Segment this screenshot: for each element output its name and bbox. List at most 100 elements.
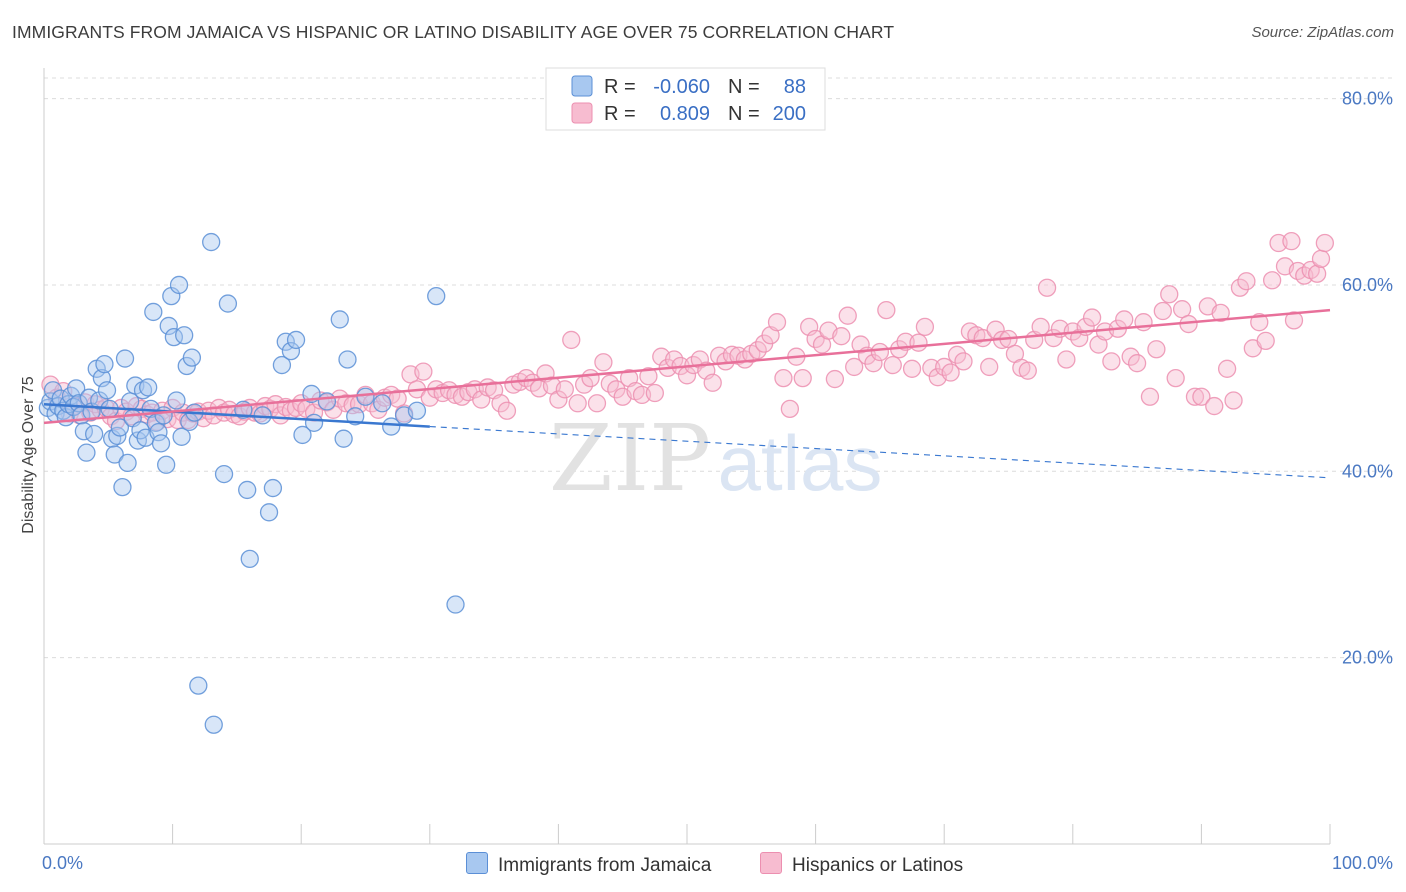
hispanic-point-151	[954, 352, 973, 371]
hispanic-point-181	[1147, 340, 1166, 359]
hispanic-point-150	[947, 345, 967, 364]
hispanic-point-131	[825, 369, 845, 389]
jamaica-point-31	[118, 453, 137, 473]
jamaica-point-73	[293, 425, 312, 445]
hispanic-point-126	[793, 368, 812, 388]
jamaica-point-14	[74, 422, 94, 441]
gridlines	[44, 77, 1393, 659]
hispanic-trend-line	[43, 308, 1331, 425]
jamaica-point-61	[214, 464, 234, 484]
jamaica-point-62	[218, 294, 238, 313]
jamaica-point-71	[281, 341, 301, 361]
hispanic-point-174	[1102, 352, 1121, 371]
legend-swatch-hispanic	[571, 102, 593, 124]
jamaica-point-64	[238, 480, 257, 500]
hispanic-point-146	[922, 358, 941, 378]
hispanic-point-195	[1237, 272, 1256, 291]
hispanic-point-135	[851, 335, 870, 354]
jamaica-point-56	[182, 348, 202, 367]
jamaica-point-76	[317, 392, 337, 411]
hispanic-point-178	[1127, 354, 1147, 373]
legend-n-value-hispanic: 200	[773, 103, 806, 125]
jamaica-point-60	[204, 715, 223, 734]
bottom-legend-swatch-hispanic	[760, 852, 782, 874]
hispanic-point-180	[1140, 387, 1160, 406]
hispanic-point-169	[1070, 328, 1089, 348]
watermark-zip: ZIP	[549, 405, 711, 512]
hispanic-point-91	[568, 394, 587, 413]
hispanic-point-149	[941, 363, 960, 382]
jamaica-point-79	[338, 350, 357, 369]
jamaica-point-23	[97, 381, 117, 400]
jamaica-point-43	[149, 423, 168, 442]
jamaica-point-82	[373, 394, 392, 413]
jamaica-point-53	[175, 326, 194, 345]
hispanic-point-90	[562, 330, 581, 350]
hispanic-point-143	[902, 359, 922, 378]
hispanic-point-133	[838, 306, 857, 325]
jamaica-point-46	[157, 455, 176, 474]
jamaica-point-37	[133, 381, 153, 400]
y-tick-label-40: 40.0%	[1342, 461, 1393, 481]
hispanic-point-164	[1037, 278, 1057, 297]
jamaica-trend-dashed	[429, 425, 1331, 479]
hispanic-point-95	[594, 353, 613, 372]
hispanic-point-193	[1224, 391, 1243, 410]
jamaica-point-51	[169, 275, 189, 295]
source-label: Source: ZipAtlas.com	[1251, 24, 1394, 41]
hispanic-point-190	[1205, 396, 1224, 416]
hispanic-point-79	[491, 394, 510, 413]
jamaica-point-75	[304, 413, 324, 432]
jamaica-point-52	[172, 427, 191, 446]
hispanic-point-154	[973, 328, 992, 348]
jamaica-point-87	[446, 595, 465, 614]
hispanic-point-138	[870, 342, 890, 362]
hispanic-point-177	[1121, 347, 1140, 366]
jamaica-point-18	[85, 424, 104, 444]
trend-lines	[43, 308, 1331, 479]
hispanic-point-198	[1256, 331, 1275, 350]
legend-r-label-jamaica: R =	[604, 76, 636, 98]
hispanic-point-207	[1311, 249, 1331, 269]
chart-title: IMMIGRANTS FROM JAMAICA VS HISPANIC OR L…	[12, 22, 895, 42]
hispanic-point-182	[1153, 301, 1172, 321]
hispanic-point-55	[337, 394, 356, 413]
hispanic-point-102	[639, 367, 658, 386]
hispanic-point-67	[414, 362, 433, 381]
hispanic-point-93	[581, 368, 600, 388]
axes	[43, 68, 1331, 845]
jamaica-trend-solid	[43, 402, 430, 428]
jamaica-point-26	[105, 445, 124, 464]
hispanic-point-137	[864, 354, 883, 373]
hispanic-point-176	[1115, 310, 1134, 329]
jamaica-point-44	[151, 434, 171, 453]
hispanic-point-80	[497, 401, 517, 420]
y-tick-label-20: 20.0%	[1342, 648, 1393, 668]
hispanic-point-161	[1018, 361, 1037, 380]
jamaica-point-29	[113, 477, 132, 497]
hispanic-points	[41, 231, 1335, 432]
hispanic-point-192	[1217, 359, 1237, 378]
hispanic-point-140	[883, 355, 902, 375]
jamaica-point-69	[272, 355, 292, 375]
hispanic-point-94	[587, 394, 607, 413]
hispanic-point-194	[1230, 278, 1250, 297]
hispanic-point-208	[1315, 233, 1335, 253]
jamaica-point-84	[427, 286, 446, 306]
jamaica-point-47	[159, 316, 178, 336]
y-tick-label-60: 60.0%	[1342, 275, 1393, 295]
hispanic-point-89	[555, 380, 574, 399]
jamaica-point-85	[382, 417, 401, 436]
hispanic-point-144	[909, 333, 928, 352]
jamaica-point-80	[346, 407, 365, 426]
hispanic-point-112	[703, 373, 722, 392]
hispanic-point-155	[980, 357, 999, 377]
hispanic-point-199	[1262, 271, 1282, 290]
jamaica-point-68	[263, 478, 283, 498]
hispanic-point-202	[1282, 231, 1301, 251]
legend-swatch-jamaica	[571, 75, 593, 97]
hispanic-point-197	[1250, 313, 1269, 332]
y-tick-label-80: 80.0%	[1342, 89, 1393, 109]
jamaica-point-81	[356, 387, 375, 406]
hispanic-point-209	[1284, 311, 1304, 330]
